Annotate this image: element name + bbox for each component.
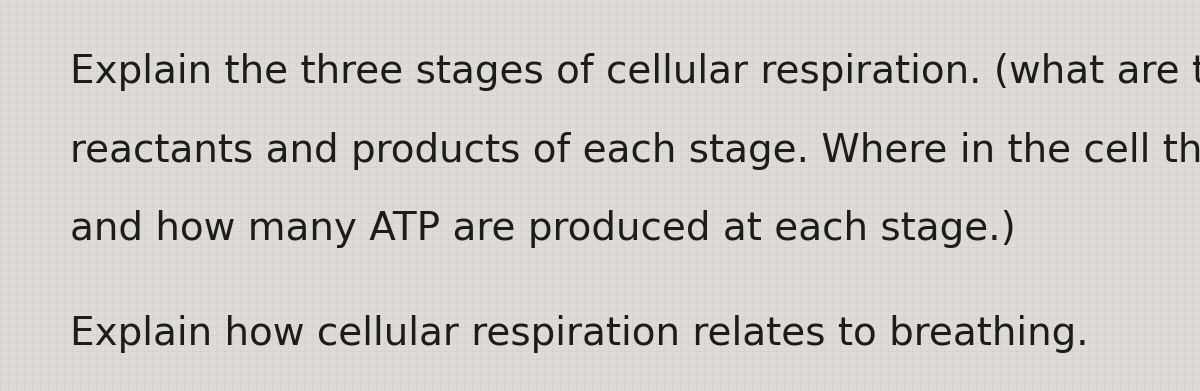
Text: Explain the three stages of cellular respiration. (what are the: Explain the three stages of cellular res…	[70, 53, 1200, 91]
Text: and how many ATP are produced at each stage.): and how many ATP are produced at each st…	[70, 210, 1015, 248]
Text: reactants and products of each stage. Where in the cell they happen: reactants and products of each stage. Wh…	[70, 131, 1200, 170]
Text: Explain how cellular respiration relates to breathing.: Explain how cellular respiration relates…	[70, 315, 1088, 353]
